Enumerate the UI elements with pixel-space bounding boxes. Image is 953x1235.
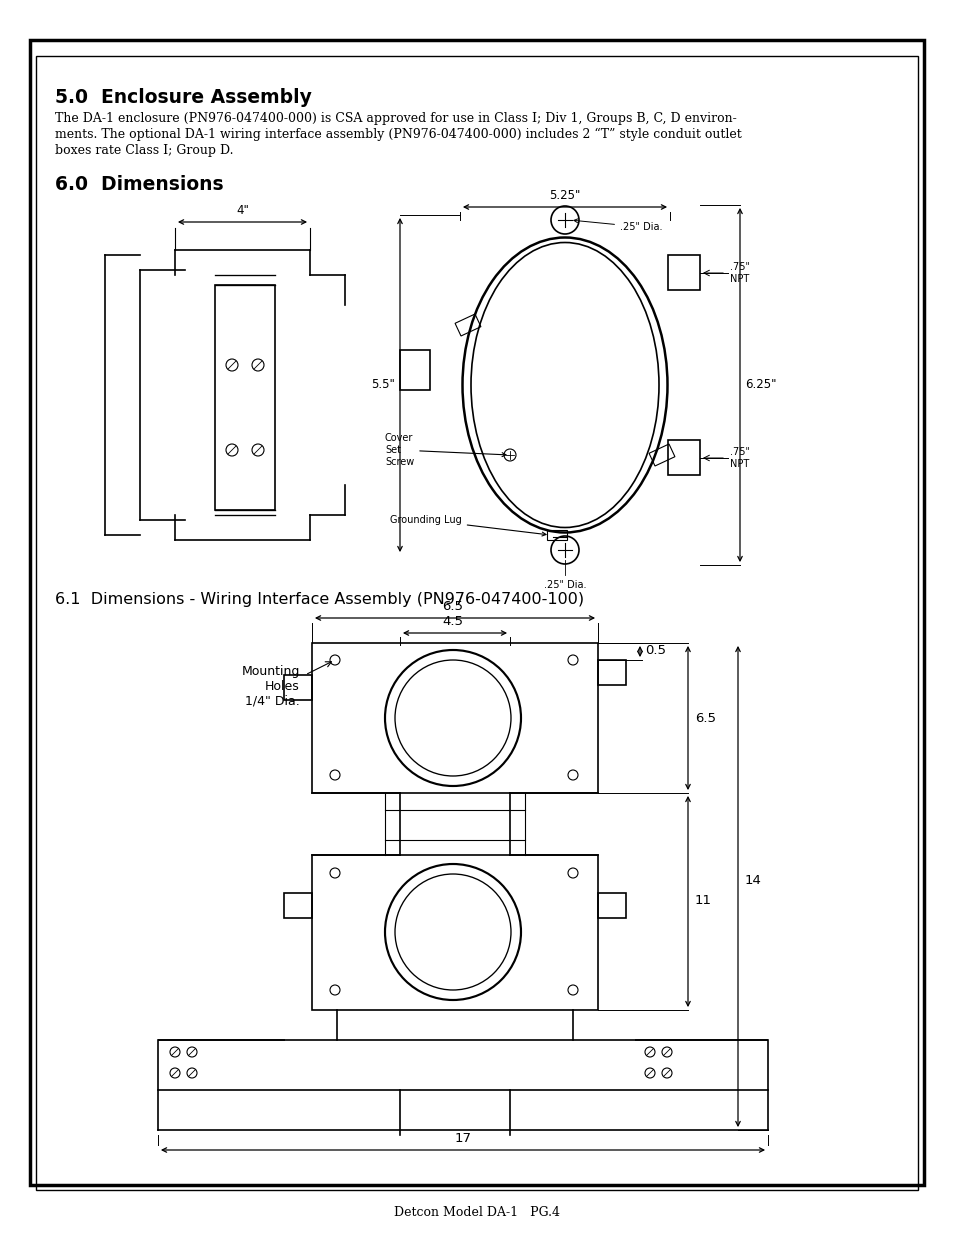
Text: Grounding Lug: Grounding Lug xyxy=(390,515,545,536)
Text: 17: 17 xyxy=(454,1132,471,1145)
Text: 4": 4" xyxy=(235,204,249,217)
Text: 6.25": 6.25" xyxy=(744,378,776,391)
Bar xyxy=(312,855,598,1010)
Text: 14: 14 xyxy=(744,873,761,887)
Text: ments. The optional DA-1 wiring interface assembly (PN976-047400-000) includes 2: ments. The optional DA-1 wiring interfac… xyxy=(55,128,741,141)
Text: 5.5": 5.5" xyxy=(371,378,395,391)
Text: Cover
Set
Screw: Cover Set Screw xyxy=(385,433,505,467)
Text: 6.5: 6.5 xyxy=(442,600,463,613)
Text: 0.5: 0.5 xyxy=(644,645,665,657)
Text: .75"
NPT: .75" NPT xyxy=(729,262,749,284)
Text: .25" Dia.: .25" Dia. xyxy=(543,580,586,590)
Bar xyxy=(284,676,312,700)
Bar xyxy=(546,530,566,540)
Text: 11: 11 xyxy=(695,893,711,906)
Bar xyxy=(214,285,274,510)
Text: The DA-1 enclosure (PN976-047400-000) is CSA approved for use in Class I; Div 1,: The DA-1 enclosure (PN976-047400-000) is… xyxy=(55,112,736,125)
Bar xyxy=(312,643,598,793)
Bar xyxy=(648,445,674,466)
Bar xyxy=(455,314,480,336)
Text: .75"
NPT: .75" NPT xyxy=(729,447,749,469)
Text: .25" Dia.: .25" Dia. xyxy=(574,219,661,232)
Text: 5.25": 5.25" xyxy=(549,189,580,203)
Text: 6.5: 6.5 xyxy=(695,711,716,725)
Bar xyxy=(399,350,430,390)
Text: 5.0  Enclosure Assembly: 5.0 Enclosure Assembly xyxy=(55,88,312,107)
Text: 4.5: 4.5 xyxy=(442,615,463,629)
Bar xyxy=(667,254,700,290)
Text: Detcon Model DA-1   PG.4: Detcon Model DA-1 PG.4 xyxy=(394,1207,559,1219)
Text: 6.0  Dimensions: 6.0 Dimensions xyxy=(55,175,223,194)
Bar xyxy=(284,893,312,918)
Bar xyxy=(598,659,625,685)
Text: boxes rate Class I; Group D.: boxes rate Class I; Group D. xyxy=(55,144,233,157)
Bar xyxy=(667,440,700,475)
Text: Mounting
Holes
1/4" Dia.: Mounting Holes 1/4" Dia. xyxy=(241,664,299,708)
Text: 6.1  Dimensions - Wiring Interface Assembly (PN976-047400-100): 6.1 Dimensions - Wiring Interface Assemb… xyxy=(55,592,583,606)
Bar xyxy=(598,893,625,918)
Bar xyxy=(158,1040,767,1091)
